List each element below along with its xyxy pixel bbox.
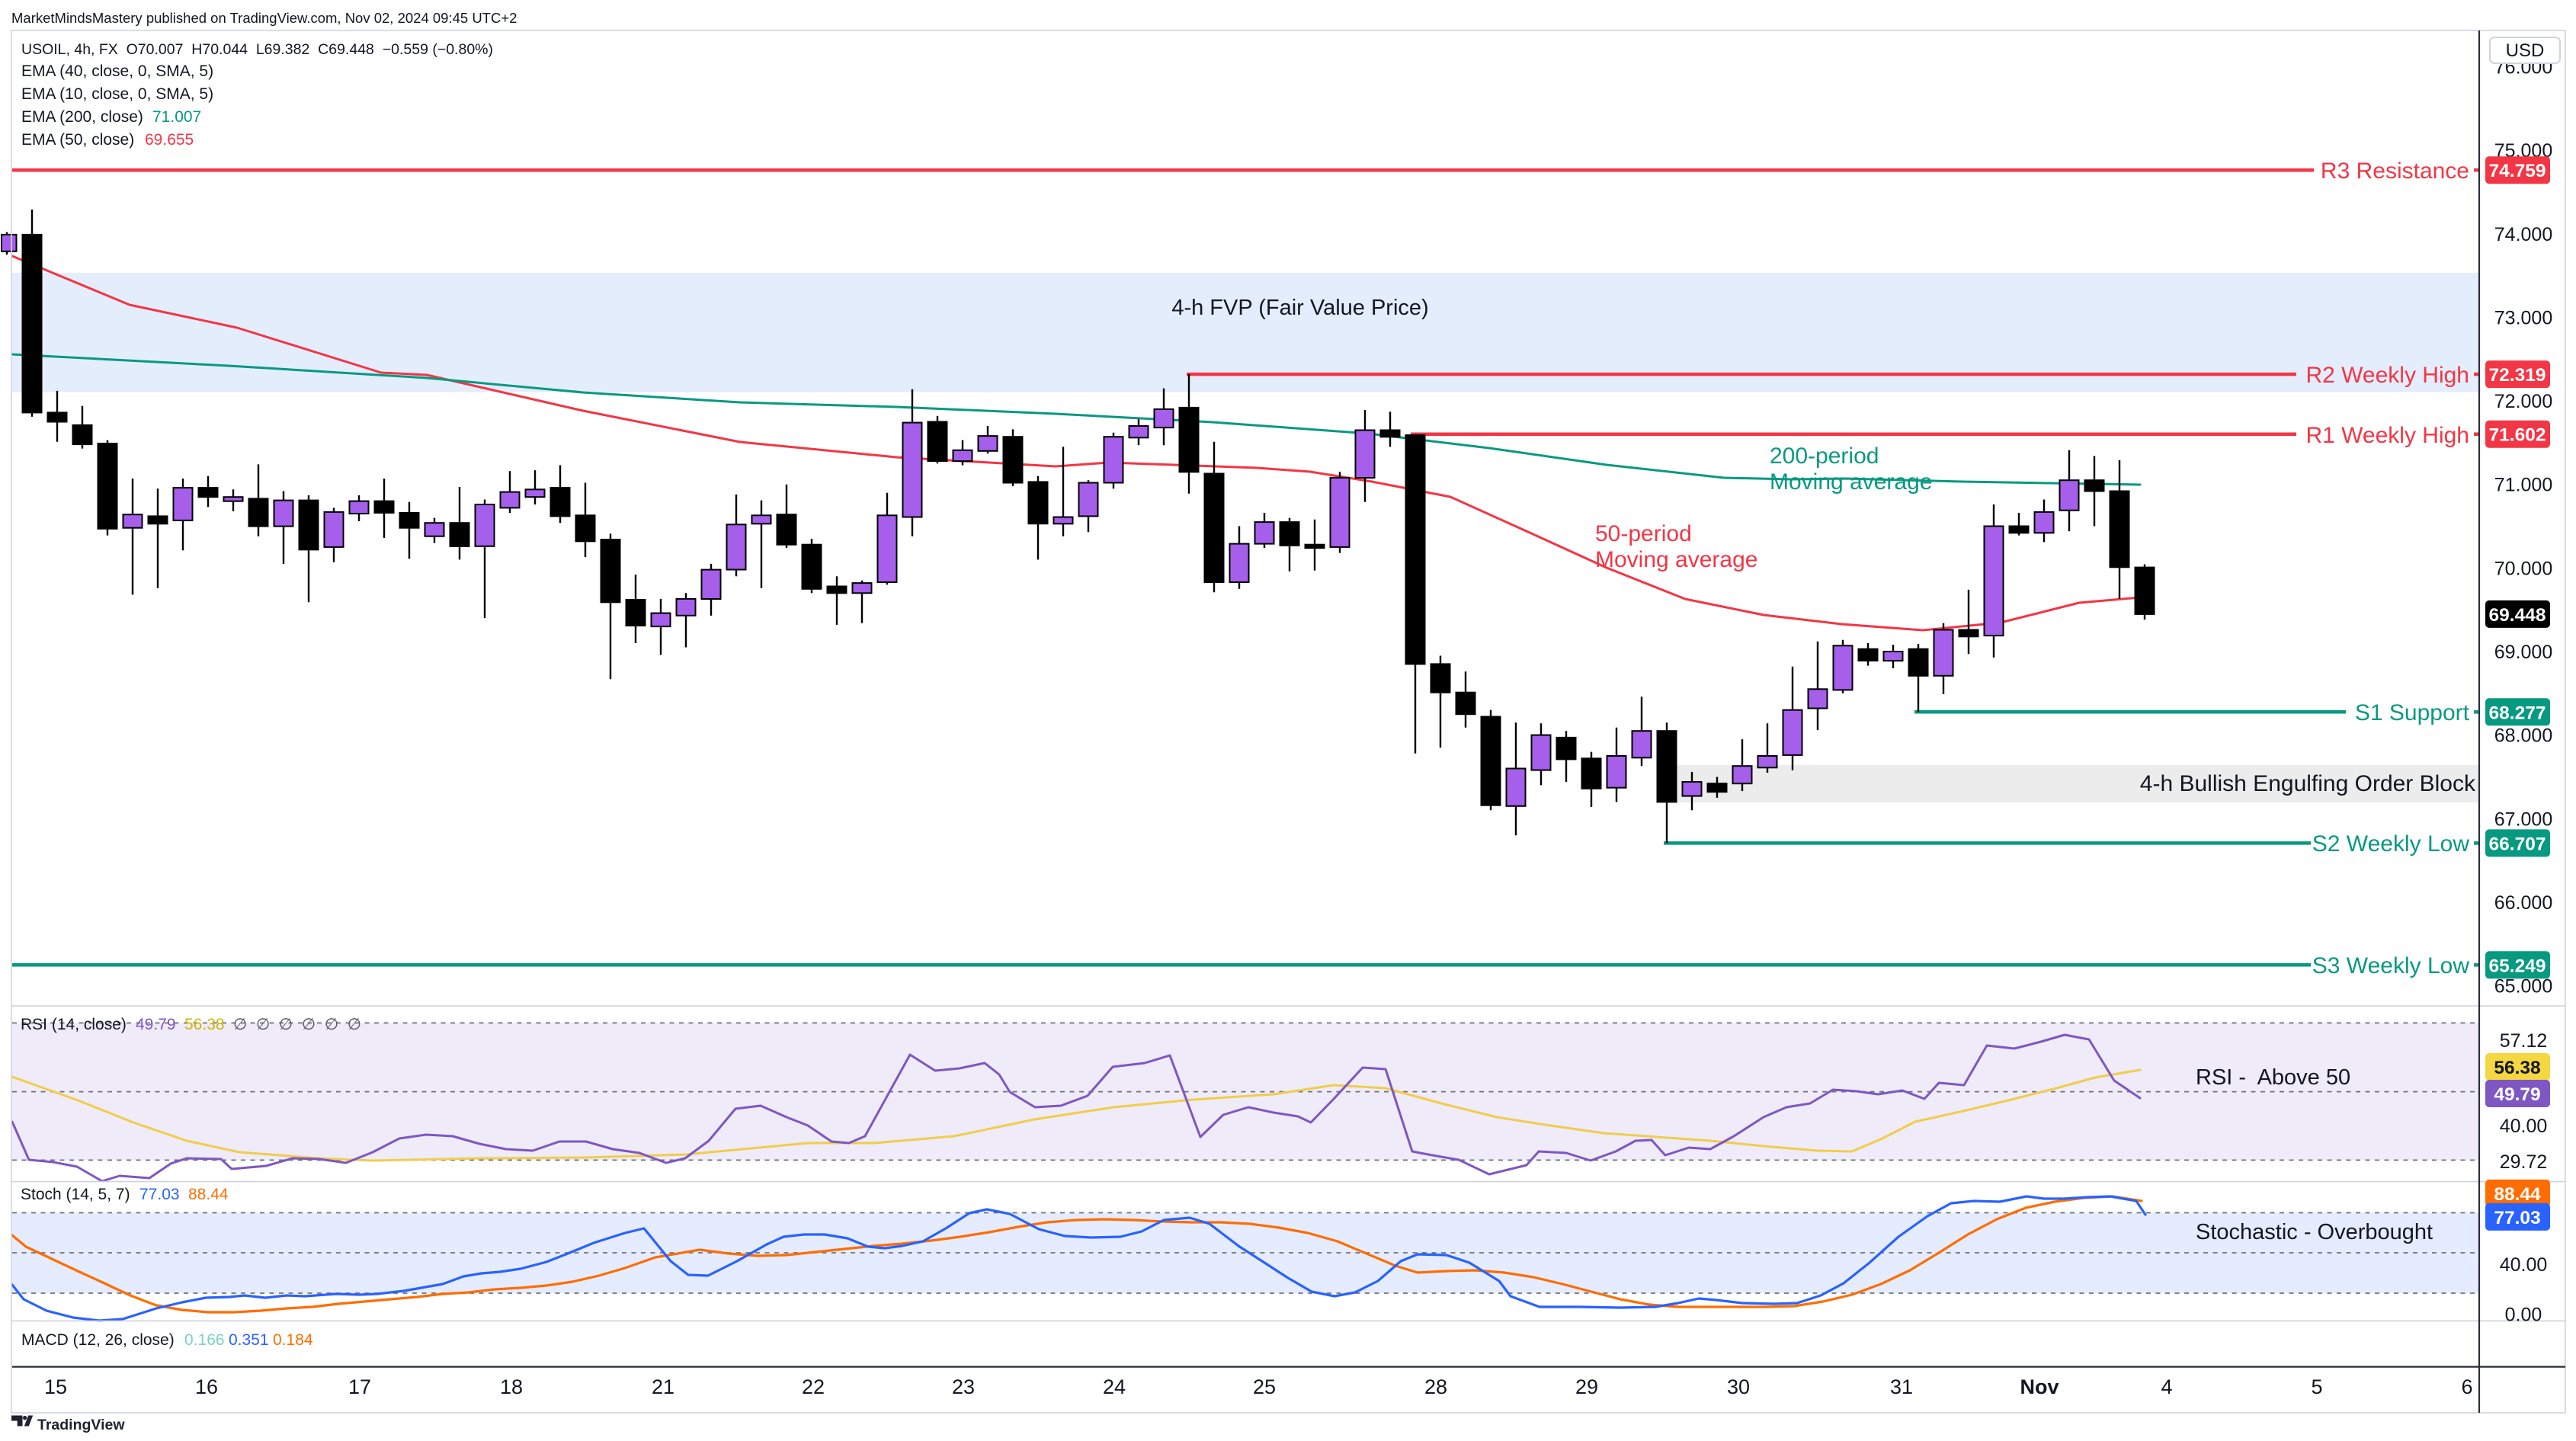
- svg-text:R1 Weekly High: R1 Weekly High: [2305, 423, 2469, 448]
- svg-text:0.166: 0.166: [184, 1331, 225, 1349]
- svg-text:70.000: 70.000: [2494, 558, 2552, 579]
- svg-text:66.707: 66.707: [2489, 834, 2546, 854]
- svg-text:49.79: 49.79: [2494, 1084, 2540, 1105]
- svg-text:29.72: 29.72: [2500, 1151, 2548, 1173]
- svg-text:6: 6: [2461, 1375, 2472, 1398]
- svg-text:RSI - Above 50: RSI - Above 50: [2196, 1065, 2350, 1090]
- svg-text:69.448: 69.448: [2489, 605, 2546, 626]
- svg-text:88.44: 88.44: [188, 1186, 229, 1203]
- svg-text:68.277: 68.277: [2489, 703, 2546, 723]
- svg-text:EMA (40, close, 0, SMA, 5): EMA (40, close, 0, SMA, 5): [21, 62, 213, 80]
- svg-text:65.000: 65.000: [2494, 976, 2552, 997]
- svg-text:S2 Weekly Low: S2 Weekly Low: [2312, 831, 2470, 857]
- svg-text:74.000: 74.000: [2494, 224, 2552, 245]
- svg-text:Moving average: Moving average: [1770, 469, 1932, 495]
- svg-text:USOIL, 4h, FX O70.007 H70.04: USOIL, 4h, FX O70.007 H70.044 L69.382 C6…: [21, 41, 493, 58]
- svg-text:77.03: 77.03: [139, 1186, 180, 1203]
- svg-text:25: 25: [1253, 1375, 1276, 1398]
- svg-text:15: 15: [44, 1375, 67, 1398]
- svg-text:40.00: 40.00: [2500, 1254, 2548, 1276]
- svg-text:40.00: 40.00: [2500, 1116, 2548, 1137]
- svg-text:Stoch (14, 5, 7): Stoch (14, 5, 7): [21, 1186, 130, 1203]
- svg-text:29: 29: [1575, 1375, 1598, 1398]
- svg-text:56.38: 56.38: [2494, 1058, 2540, 1078]
- svg-text:31: 31: [1890, 1375, 1913, 1398]
- svg-text:71.000: 71.000: [2494, 475, 2552, 496]
- svg-text:69.655: 69.655: [145, 131, 194, 149]
- svg-text:21: 21: [652, 1375, 674, 1398]
- svg-text:4: 4: [2161, 1375, 2172, 1398]
- svg-text:77.03: 77.03: [2494, 1208, 2540, 1228]
- svg-text:73.000: 73.000: [2494, 307, 2552, 328]
- svg-text:69.000: 69.000: [2494, 642, 2552, 663]
- svg-text:88.44: 88.44: [2494, 1184, 2541, 1205]
- svg-text:17: 17: [348, 1375, 371, 1398]
- svg-text:EMA (200, close): EMA (200, close): [21, 108, 143, 126]
- svg-text:200-period: 200-period: [1770, 444, 1879, 469]
- svg-text:RSI (14, close): RSI (14, close): [21, 1016, 127, 1033]
- svg-text:18: 18: [500, 1375, 523, 1398]
- svg-text:∅ ∅ ∅ ∅ ∅ ∅: ∅ ∅ ∅ ∅ ∅ ∅: [233, 1016, 361, 1033]
- svg-text:16: 16: [195, 1375, 218, 1398]
- svg-text:57.12: 57.12: [2500, 1030, 2548, 1052]
- svg-text:S1 Support: S1 Support: [2355, 700, 2470, 725]
- svg-text:23: 23: [952, 1375, 975, 1398]
- svg-text:EMA (50, close): EMA (50, close): [21, 131, 134, 149]
- svg-text:MACD (12, 26, close): MACD (12, 26, close): [21, 1331, 175, 1349]
- svg-text:68.000: 68.000: [2494, 725, 2552, 747]
- svg-text:TradingView: TradingView: [37, 1417, 125, 1433]
- svg-text:50-period: 50-period: [1595, 521, 1692, 546]
- svg-text:Stochastic - Overbought: Stochastic - Overbought: [2196, 1220, 2433, 1244]
- svg-text:0.184: 0.184: [273, 1331, 313, 1349]
- svg-text:71.602: 71.602: [2489, 425, 2546, 446]
- svg-text:S3 Weekly Low: S3 Weekly Low: [2312, 953, 2470, 978]
- svg-text:R2 Weekly High: R2 Weekly High: [2305, 363, 2469, 388]
- svg-text:24: 24: [1103, 1375, 1126, 1398]
- svg-text:66.000: 66.000: [2494, 892, 2552, 914]
- svg-text:56.38: 56.38: [184, 1016, 225, 1033]
- svg-text:Nov: Nov: [2020, 1375, 2059, 1398]
- svg-text:72.319: 72.319: [2489, 365, 2546, 386]
- svg-text:R3 Resistance: R3 Resistance: [2321, 159, 2469, 184]
- svg-text:65.249: 65.249: [2489, 956, 2546, 976]
- svg-text:67.000: 67.000: [2494, 809, 2552, 830]
- svg-text:28: 28: [1424, 1375, 1447, 1398]
- svg-text:71.007: 71.007: [152, 108, 201, 126]
- svg-text:EMA (10, close, 0, SMA, 5): EMA (10, close, 0, SMA, 5): [21, 85, 213, 103]
- svg-text:5: 5: [2311, 1375, 2322, 1398]
- svg-text:MarketMindsMastery published o: MarketMindsMastery published on TradingV…: [11, 10, 517, 26]
- svg-text:Moving average: Moving average: [1595, 547, 1757, 572]
- svg-text:4-h Bullish Engulfing Order Bl: 4-h Bullish Engulfing Order Block: [2140, 771, 2476, 796]
- svg-text:74.759: 74.759: [2489, 161, 2546, 181]
- svg-text:72.000: 72.000: [2494, 391, 2552, 412]
- svg-text:USD: USD: [2506, 40, 2545, 61]
- svg-text:22: 22: [802, 1375, 825, 1398]
- svg-text:49.79: 49.79: [136, 1016, 176, 1033]
- svg-text:30: 30: [1727, 1375, 1750, 1398]
- svg-text:0.00: 0.00: [2505, 1304, 2542, 1325]
- svg-text:0.351: 0.351: [229, 1331, 269, 1349]
- svg-text:4-h FVP (Fair Value Price): 4-h FVP (Fair Value Price): [1171, 296, 1428, 320]
